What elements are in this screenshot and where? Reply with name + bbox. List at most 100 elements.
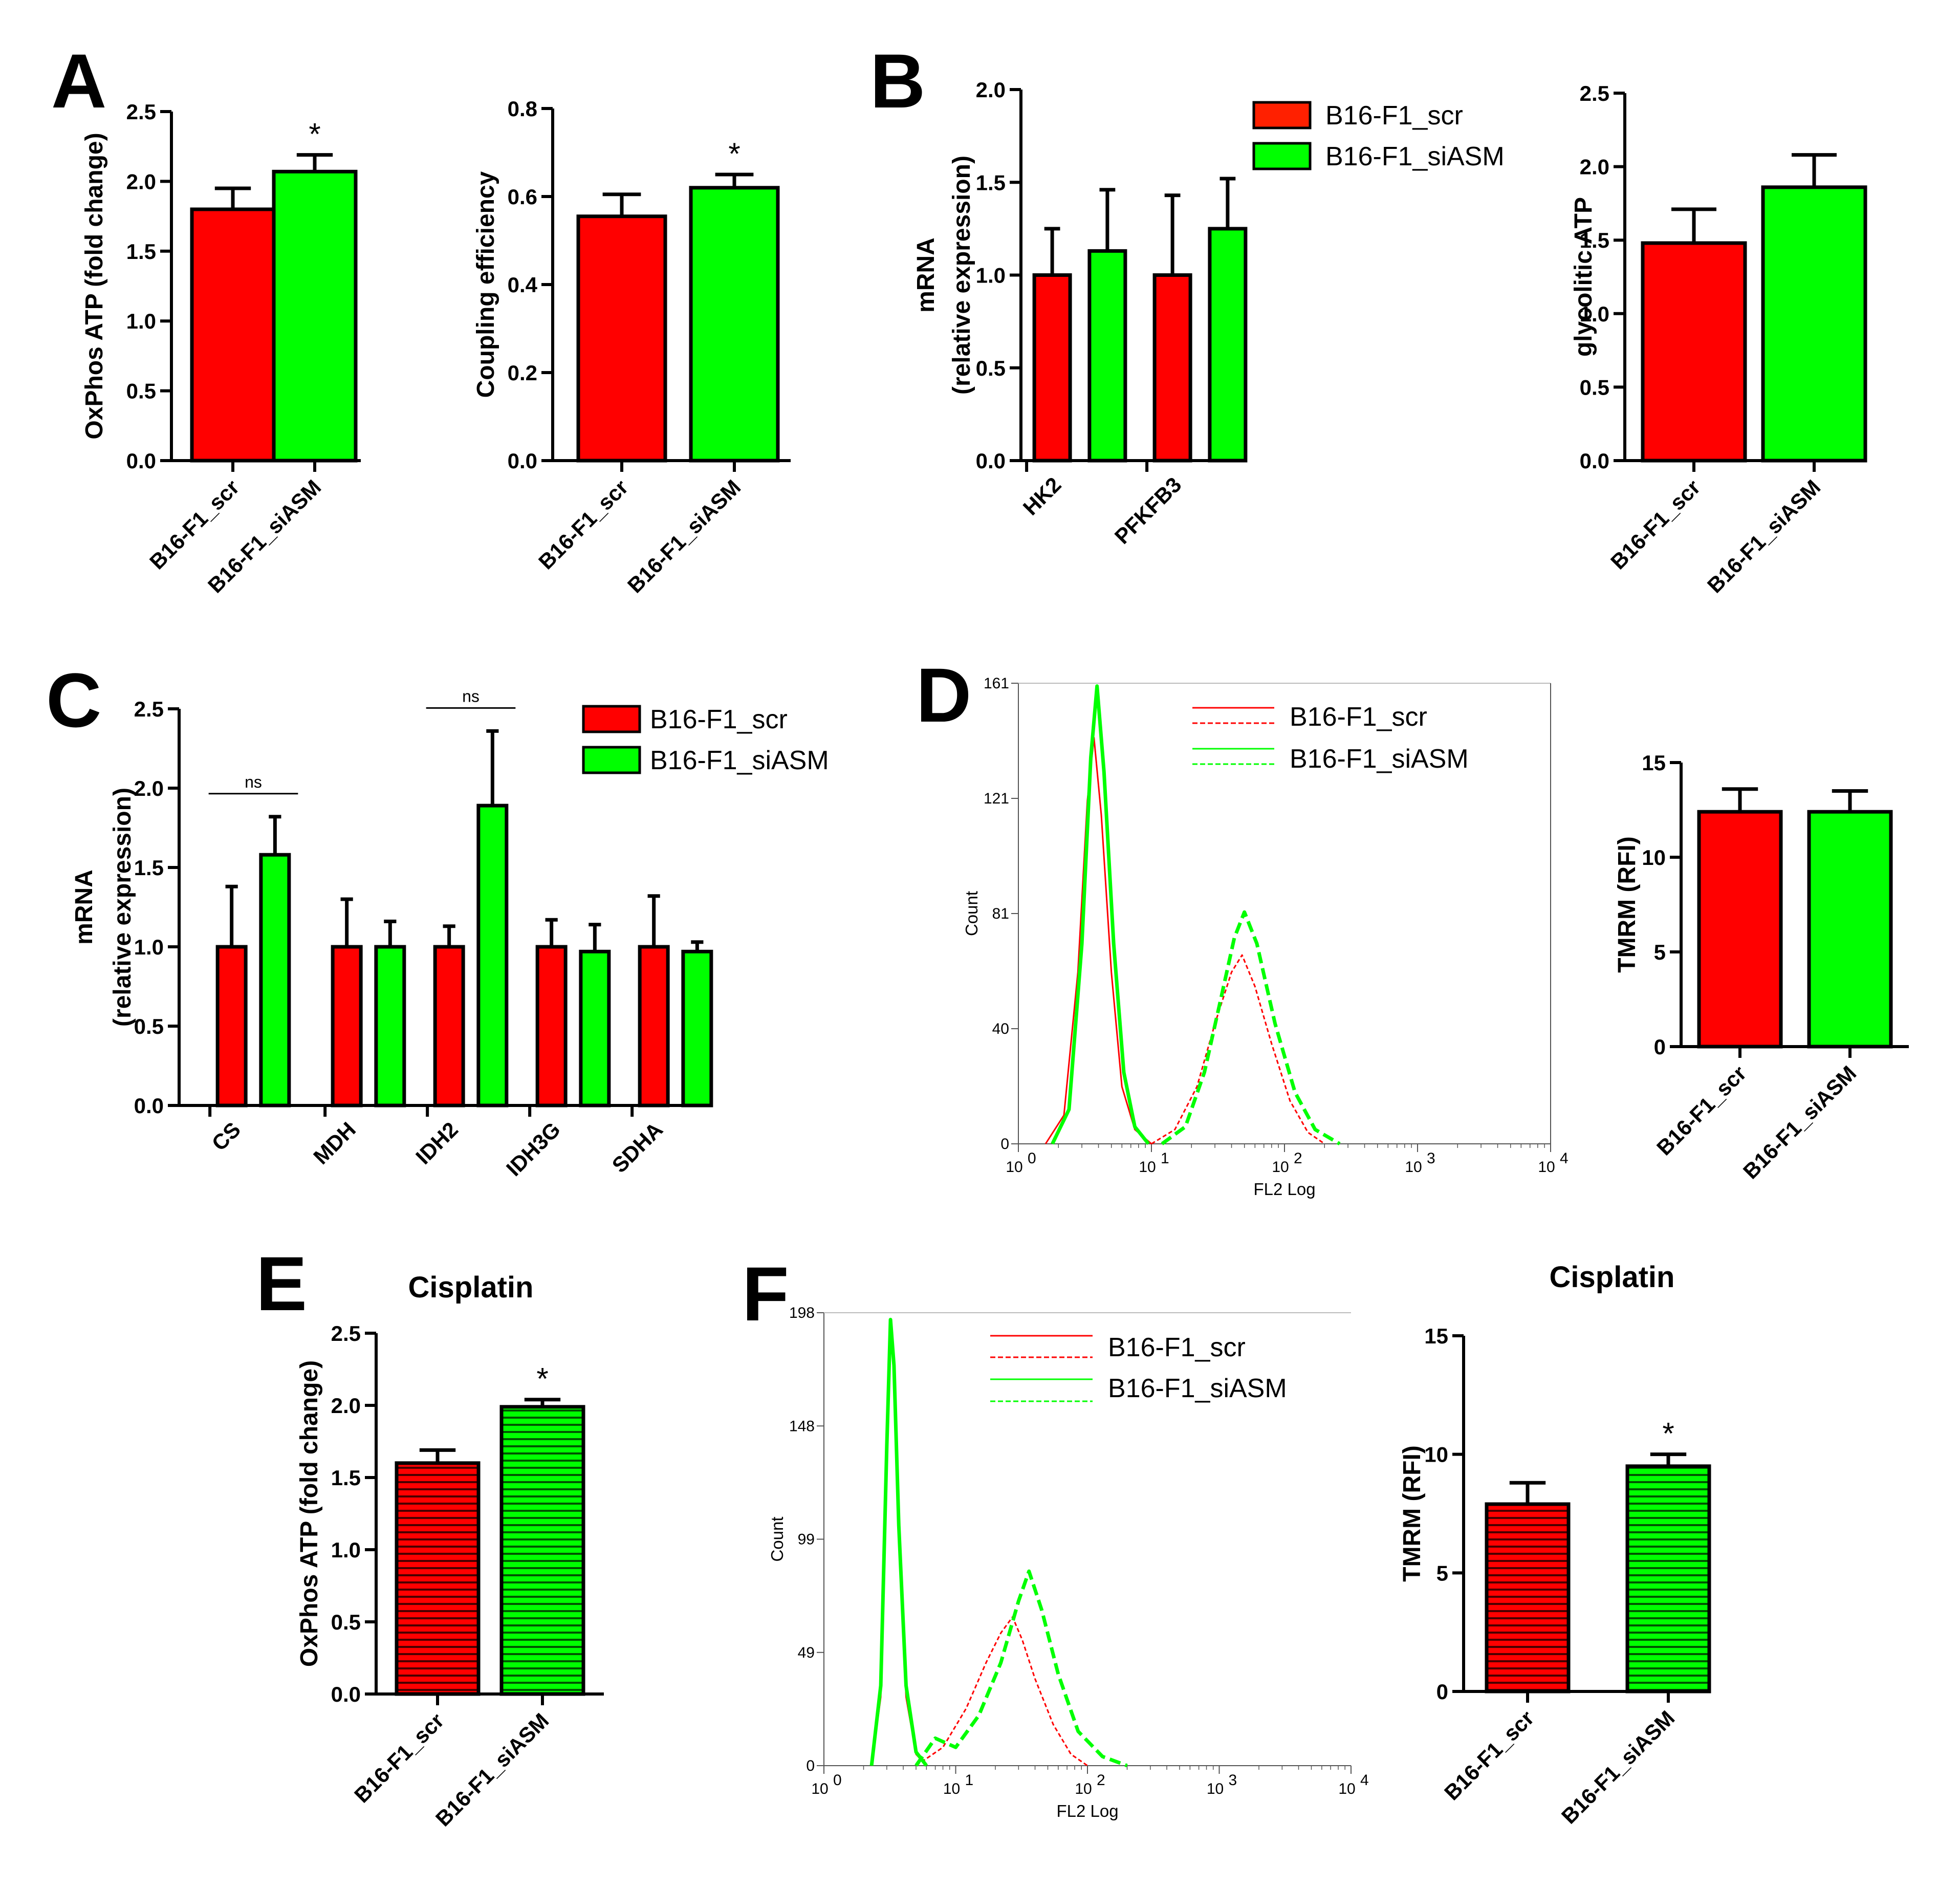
chart-d-flow-histogram: 0 40 81 121 161 10 0 10 1 10 2 10 3 10 4 FL2 Log Count	[962, 675, 1569, 1199]
A2-x-tick-label: B16-F1_siASM	[623, 475, 746, 598]
F2-y-label: TMRM (RFI)	[1399, 1445, 1426, 1582]
A2-y-tick-label: 0.2	[508, 361, 537, 385]
A1-y-label: OxPhos ATP (fold change)	[81, 133, 108, 439]
D1-x-tick-exponent: 3	[1427, 1150, 1435, 1167]
B2-x-tick-label: B16-F1_scr	[1606, 475, 1705, 574]
E-y-tick-label: 0.0	[331, 1682, 361, 1706]
C-y-label-line1: mRNA	[71, 870, 98, 945]
F2-siasm-bar	[1625, 1464, 1711, 1693]
D1-y-label: Count	[962, 891, 981, 936]
C-ns-label: ns	[245, 773, 262, 791]
D2-x-tick-label: B16-F1_scr	[1652, 1061, 1751, 1160]
legend-d-label-scr: B16-F1_scr	[1290, 702, 1427, 732]
A2-y-label: Coupling efficiency	[472, 171, 499, 398]
A1-y-tick-label: 0.5	[126, 379, 156, 403]
E-x-tick-label: B16-F1_scr	[350, 1708, 448, 1807]
F1-x-tick-exponent: 1	[965, 1772, 974, 1789]
D1-series-scr-dashed	[1151, 954, 1325, 1145]
chart-c-mrna-expression: 0.0 0.5 1.0 1.5 2.0 2.5 mRNA (relative expressi…	[71, 687, 713, 1181]
B1-y-label-line2: (relative expression)	[948, 156, 975, 395]
panel-label-e: E	[256, 1241, 307, 1327]
legend-d: B16-F1_scr B16-F1_siASM	[1192, 702, 1469, 774]
F1-y-tick-label: 198	[789, 1305, 815, 1321]
B2-y-tick-label: 1.5	[1580, 228, 1609, 252]
C-y-tick-label: 1.5	[134, 856, 164, 880]
E-y-tick-label: 0.5	[331, 1610, 361, 1634]
A1-scr-bar	[190, 207, 276, 463]
panel-f-title: Cisplatin	[1550, 1261, 1675, 1294]
F2-y-tick-label: 10	[1424, 1443, 1448, 1467]
E-y-label: OxPhos ATP (fold change)	[296, 1360, 323, 1667]
E-scr-bar	[395, 1461, 481, 1696]
legend-c: B16-F1_scr B16-F1_siASM	[582, 705, 829, 775]
C-x-tick-label: IDH3G	[502, 1117, 565, 1181]
D1-y-tick-label: 81	[992, 905, 1009, 922]
A2-significance-star: *	[728, 137, 740, 171]
A2-siasm-bar	[689, 186, 780, 463]
A2-y-tick-label: 0.6	[508, 185, 537, 209]
F2-y-tick-label: 5	[1436, 1561, 1448, 1585]
B1-y-tick-label: 0.0	[976, 449, 1006, 473]
D1-series-siasm-dashed	[1161, 910, 1341, 1146]
F2-y-tick-label: 15	[1424, 1324, 1448, 1348]
B1-hk2-siasm-bar	[1087, 249, 1127, 463]
D1-x-tick-label: 10	[1006, 1159, 1022, 1176]
D1-x-tick-exponent: 4	[1560, 1150, 1569, 1167]
B1-pfkfb3-scr-bar	[1152, 273, 1192, 463]
C-idh2-scr-bar	[433, 945, 465, 1108]
C-y-tick-label: 1.0	[134, 935, 164, 959]
C-idh3g-siasm-bar	[579, 949, 611, 1108]
F1-x-tick-label: 10	[1338, 1781, 1355, 1797]
B2-y-tick-label: 1.0	[1580, 302, 1609, 326]
panel-label-a: A	[51, 38, 106, 124]
C-y-tick-label: 2.5	[134, 697, 164, 721]
A2-scr-bar	[576, 214, 667, 463]
D2-x-tick-label: B16-F1_siASM	[1738, 1061, 1861, 1184]
B2-siasm-bar	[1761, 185, 1867, 463]
F1-x-tick-label: 10	[1207, 1781, 1224, 1797]
E-significance-star: *	[536, 1362, 548, 1396]
panel-e-title: Cisplatin	[408, 1271, 534, 1304]
D1-x-tick-label: 10	[1139, 1159, 1156, 1176]
A2-y-tick-label: 0.4	[508, 273, 538, 297]
A1-siasm-bar	[272, 169, 358, 463]
C-y-label-line2: (relative expression)	[109, 788, 136, 1027]
A2-y-tick-label: 0.8	[508, 97, 537, 121]
D2-scr-bar	[1697, 810, 1783, 1049]
B2-y-tick-label: 2.5	[1580, 81, 1609, 105]
A2-x-tick-label: B16-F1_scr	[534, 475, 633, 574]
D1-x-tick-exponent: 0	[1028, 1150, 1036, 1167]
panel-label-c: C	[46, 657, 101, 743]
B1-pfkfb3-siasm-bar	[1208, 227, 1248, 463]
B1-y-tick-label: 1.5	[976, 170, 1006, 194]
C-x-tick-label: MDH	[309, 1117, 360, 1169]
D1-x-tick-exponent: 2	[1294, 1150, 1302, 1167]
legend-b: B16-F1_scr B16-F1_siASM	[1252, 101, 1505, 171]
F1-x-tick-exponent: 0	[833, 1772, 842, 1789]
B1-y-tick-label: 2.0	[976, 78, 1006, 102]
C-y-tick-label: 0.5	[134, 1014, 164, 1038]
F1-series-siasm-solid	[869, 1317, 928, 1767]
C-x-tick-label: CS	[207, 1117, 246, 1156]
E-y-tick-label: 1.5	[331, 1466, 361, 1490]
A1-y-tick-label: 2.5	[126, 100, 156, 124]
A1-significance-star: *	[309, 117, 320, 151]
F1-x-tick-exponent: 2	[1097, 1772, 1105, 1789]
F1-x-tick-label: 10	[1075, 1781, 1092, 1797]
E-y-tick-label: 2.0	[331, 1394, 361, 1418]
F1-y-tick-label: 99	[798, 1531, 815, 1548]
B1-y-tick-label: 0.5	[976, 356, 1006, 380]
B2-y-tick-label: 2.0	[1580, 155, 1609, 179]
F1-x-tick-exponent: 3	[1229, 1772, 1237, 1789]
D1-x-tick-label: 10	[1405, 1159, 1422, 1176]
C-y-tick-label: 0.0	[134, 1094, 164, 1118]
C-mdh-scr-bar	[331, 945, 363, 1108]
D1-x-tick-label: 10	[1272, 1159, 1289, 1176]
A2-y-tick-label: 0.0	[508, 449, 537, 473]
chart-e-oxphos-atp-cisplatin: 0.0 0.5 1.0 1.5 2.0 2.5 OxPhos ATP (fold chang…	[296, 1321, 604, 1831]
D2-y-tick-label: 0	[1654, 1035, 1666, 1059]
legend-c-swatch-siasm	[582, 746, 641, 774]
B2-x-tick-label: B16-F1_siASM	[1703, 475, 1825, 598]
